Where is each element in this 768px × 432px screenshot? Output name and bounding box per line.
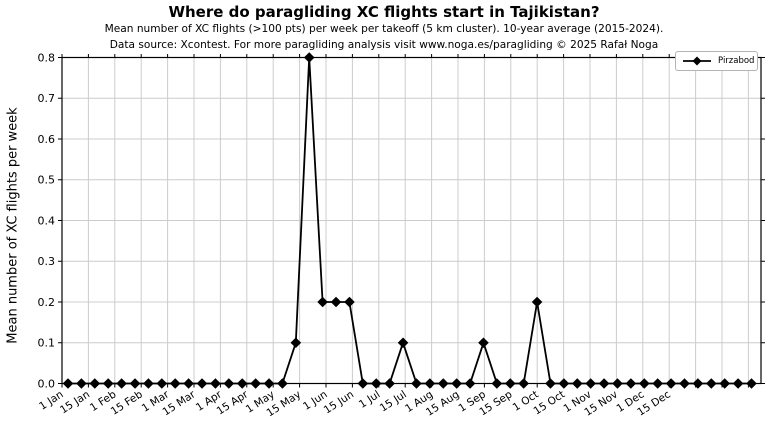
y-axis-tick-labels: 0.0 0.1 0.2 0.3 0.4 0.5 0.6 0.7 0.8: [38, 51, 56, 390]
data-point-marker: [76, 378, 87, 389]
data-point-marker: [129, 378, 141, 389]
data-point-marker: [236, 378, 248, 389]
data-point-marker: [424, 378, 436, 389]
data-point-marker: [169, 378, 181, 389]
data-point-marker: [357, 378, 369, 389]
data-point-marker: [504, 378, 516, 389]
gridlines: [62, 57, 761, 384]
data-point-marker: [638, 378, 650, 389]
x-tick-label: 15 Jan: [58, 388, 92, 416]
data-point-marker: [263, 378, 275, 389]
data-point-marker: [411, 378, 422, 389]
data-point-marker: [652, 378, 663, 389]
data-point-marker: [679, 378, 690, 389]
legend-line-marker-icon: [683, 56, 711, 66]
x-tick-label: 15 Jun: [322, 388, 356, 416]
chart-title: Where do paragliding XC flights start in…: [168, 3, 600, 21]
data-point-marker: [183, 378, 194, 389]
y-tick-label: 0.5: [38, 174, 56, 187]
y-tick-label: 0.0: [38, 377, 56, 390]
data-point-marker: [451, 378, 462, 389]
data-point-marker: [692, 378, 704, 389]
chart-subtitle-line2: Data source: Xcontest. For more paraglid…: [109, 39, 659, 51]
data-point-marker: [478, 337, 489, 349]
y-tick-label: 0.4: [38, 214, 56, 227]
data-point-marker: [665, 378, 677, 389]
data-point-marker: [330, 296, 342, 308]
data-point-marker: [250, 378, 261, 389]
data-point-marker: [317, 296, 328, 308]
data-point-marker: [612, 378, 623, 389]
data-point-marker: [143, 378, 154, 389]
data-point-marker: [344, 296, 355, 308]
data-point-marker: [746, 378, 757, 389]
data-point-marker: [558, 378, 570, 389]
data-point-marker: [732, 378, 744, 389]
legend: Pirzabod: [675, 51, 758, 71]
y-tick-label: 0.3: [38, 255, 56, 268]
data-point-marker: [571, 378, 583, 389]
series-line: [68, 57, 752, 385]
data-point-marker: [89, 378, 101, 389]
chart-subtitle-line1: Mean number of XC flights (>100 pts) per…: [104, 23, 664, 35]
y-tick-label: 0.7: [38, 92, 56, 105]
data-point-marker: [545, 378, 556, 389]
y-tick-label: 0.8: [38, 51, 56, 64]
data-point-marker: [62, 378, 74, 389]
data-point-marker: [585, 378, 596, 389]
data-point-marker: [705, 378, 717, 389]
data-point-marker: [277, 378, 288, 389]
data-point-marker: [102, 378, 114, 389]
legend-series-label: Pirzabod: [718, 55, 755, 66]
data-point-marker: [397, 337, 409, 349]
data-point-marker: [598, 378, 610, 389]
data-point-marker: [464, 378, 476, 389]
data-point-marker: [210, 378, 221, 389]
data-point-marker: [437, 378, 449, 389]
y-tick-label: 0.1: [38, 337, 56, 350]
data-point-marker: [384, 378, 395, 389]
data-point-marker: [625, 378, 637, 389]
data-point-marker: [531, 296, 543, 308]
data-point-marker: [303, 52, 315, 63]
data-point-marker: [116, 378, 127, 389]
y-tick-label: 0.2: [38, 296, 56, 309]
data-point-marker: [491, 378, 503, 389]
data-point-marker: [370, 378, 382, 389]
x-tick-label: 15 Jul: [378, 388, 409, 414]
data-point-marker: [156, 378, 168, 389]
data-series: [62, 52, 757, 389]
data-point-marker: [290, 337, 302, 349]
data-point-marker: [223, 378, 235, 389]
data-point-marker: [719, 378, 730, 389]
data-point-marker: [518, 378, 529, 389]
data-point-marker: [196, 378, 208, 389]
y-tick-label: 0.6: [38, 133, 56, 146]
